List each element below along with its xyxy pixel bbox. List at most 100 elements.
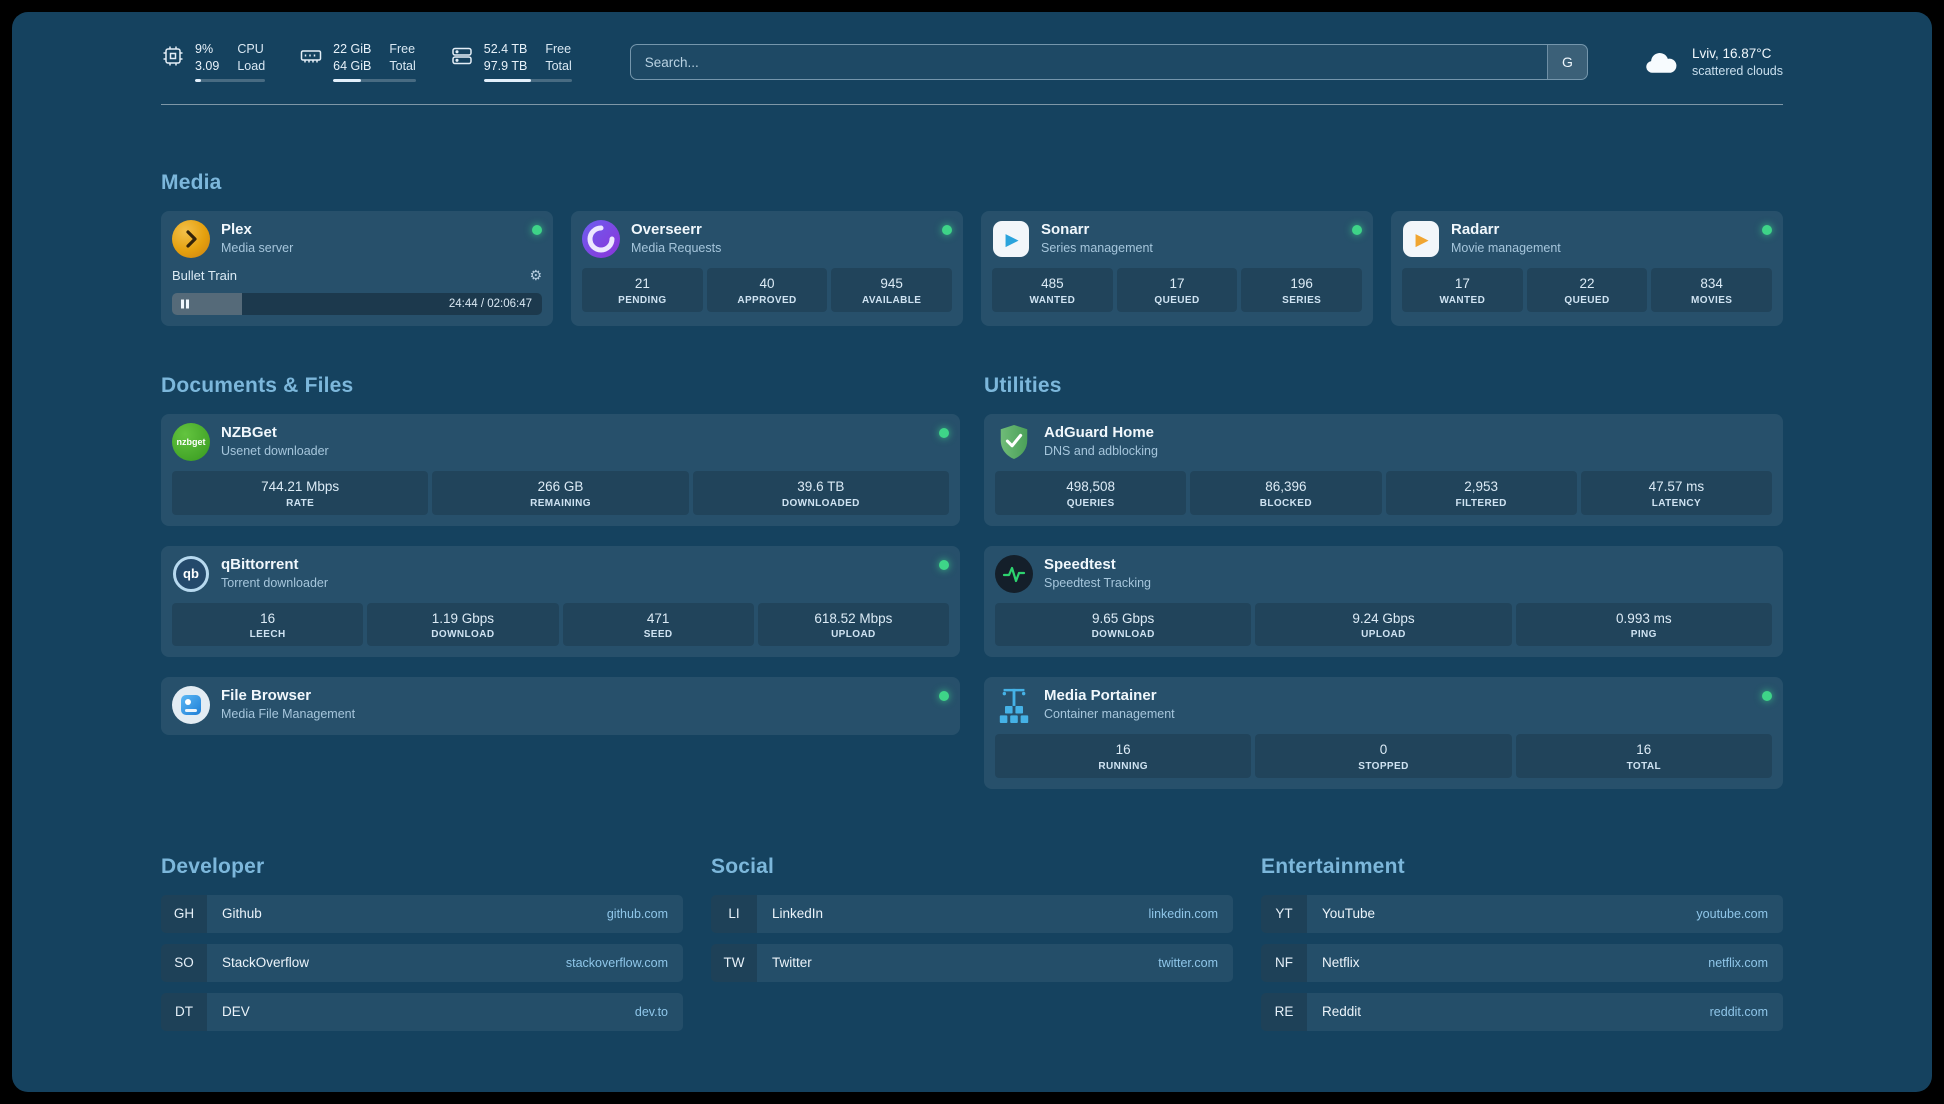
filebrowser-icon bbox=[172, 686, 210, 725]
service-card-overseerr[interactable]: Overseerr Media Requests 21 PENDING 40 APP… bbox=[571, 211, 963, 327]
portainer-icon bbox=[995, 686, 1033, 724]
service-name: Overseerr bbox=[631, 221, 702, 239]
service-card-qbittorrent[interactable]: qb qBittorrent Torrent downloader 16 LEEC… bbox=[161, 545, 960, 658]
stat-block: 485 WANTED bbox=[992, 268, 1113, 312]
service-card-radarr[interactable]: ▶ Radarr Movie management 17 WANTED 22 QUE… bbox=[1391, 211, 1783, 327]
bookmark-abbr: SO bbox=[161, 943, 207, 982]
sonarr-icon: ▶ bbox=[992, 220, 1030, 258]
stat-block: 47.57 ms LATENCY bbox=[1580, 471, 1772, 515]
service-card-filebrowser[interactable]: File Browser Media File Management bbox=[161, 677, 960, 736]
pause-button[interactable] bbox=[181, 299, 189, 309]
bookmark-domain: github.com bbox=[606, 906, 668, 921]
service-card-plex[interactable]: Plex Media server Bullet Train ⚙ 24:44 /… bbox=[161, 211, 553, 327]
bookmark-twitter[interactable]: TW Twitter twitter.com bbox=[711, 943, 1233, 982]
search-provider-button[interactable]: G bbox=[1546, 45, 1587, 80]
disk-widget: 52.4 TB Free 97.9 TB Total bbox=[450, 42, 572, 83]
bookmark-group-entertainment: Entertainment YT YouTube youtube.com NF … bbox=[1261, 855, 1783, 1042]
search-bar[interactable]: G bbox=[629, 44, 1588, 81]
service-subtitle: Movie management bbox=[1451, 241, 1561, 255]
cpu-widget: 9% CPU 3.09 Load bbox=[161, 42, 266, 83]
memory-total-value: 64 GiB bbox=[333, 58, 372, 73]
stat-block: 834 MOVIES bbox=[1651, 268, 1773, 312]
service-name: NZBGet bbox=[221, 424, 277, 442]
bookmark-name: Reddit bbox=[1322, 1004, 1362, 1020]
stat-block: 196 SERIES bbox=[1241, 268, 1363, 312]
disk-icon bbox=[452, 47, 472, 65]
cpu-load-label: Load bbox=[237, 58, 266, 73]
service-name: AdGuard Home bbox=[1044, 424, 1155, 442]
status-dot bbox=[532, 225, 542, 236]
bookmark-github[interactable]: GH Github github.com bbox=[161, 894, 683, 933]
cloud-icon bbox=[1646, 53, 1677, 73]
section-documents: Documents & Files nzbget NZBGet Usenet d… bbox=[161, 374, 960, 789]
status-dot bbox=[1352, 225, 1362, 236]
stat-block: 0 STOPPED bbox=[1255, 734, 1512, 778]
service-name: Media Portainer bbox=[1044, 687, 1157, 705]
stat-block: 1.19 Gbps DOWNLOAD bbox=[367, 602, 559, 647]
service-name: qBittorrent bbox=[221, 555, 299, 573]
bookmark-stackoverflow[interactable]: SO StackOverflow stackoverflow.com bbox=[161, 943, 683, 982]
stat-block: 16 TOTAL bbox=[1515, 734, 1772, 778]
bookmark-name: StackOverflow bbox=[222, 955, 310, 971]
weather-condition: scattered clouds bbox=[1691, 63, 1783, 78]
bookmark-reddit[interactable]: RE Reddit reddit.com bbox=[1261, 992, 1783, 1031]
bookmark-group-social: Social LI LinkedIn linkedin.com TW Twitt… bbox=[711, 855, 1233, 993]
bookmark-domain: stackoverflow.com bbox=[565, 955, 668, 970]
bookmark-abbr: LI bbox=[711, 894, 757, 933]
content: 9% CPU 3.09 Load 22 GiB Free bbox=[161, 12, 1783, 1092]
nzbget-icon: nzbget bbox=[172, 423, 210, 462]
bookmark-abbr: NF bbox=[1261, 943, 1307, 982]
stat-block: 618.52 Mbps UPLOAD bbox=[757, 602, 949, 647]
stat-block: 744.21 Mbps RATE bbox=[172, 471, 429, 515]
playback-time: 24:44 / 02:06:47 bbox=[448, 298, 532, 311]
search-input[interactable] bbox=[630, 45, 1547, 80]
cpu-label: CPU bbox=[237, 42, 264, 56]
stat-block: 17 WANTED bbox=[1402, 268, 1523, 312]
memory-icon bbox=[300, 50, 322, 63]
bookmark-domain: reddit.com bbox=[1709, 1004, 1768, 1019]
section-title-utilities: Utilities bbox=[984, 374, 1062, 398]
header: 9% CPU 3.09 Load 22 GiB Free bbox=[161, 12, 1783, 83]
service-subtitle: Usenet downloader bbox=[221, 444, 329, 458]
weather-location: Lviv, 16.87°C bbox=[1691, 45, 1772, 61]
stat-block: 945 AVAILABLE bbox=[831, 268, 953, 312]
service-card-sonarr[interactable]: ▶ Sonarr Series management 485 WANTED 17 Q… bbox=[981, 211, 1373, 327]
status-dot bbox=[939, 428, 949, 439]
now-playing-title: Bullet Train bbox=[172, 268, 238, 284]
bookmark-netflix[interactable]: NF Netflix netflix.com bbox=[1261, 943, 1783, 982]
disk-free-value: 52.4 TB bbox=[483, 42, 528, 56]
bookmark-abbr: YT bbox=[1261, 894, 1307, 933]
status-dot bbox=[939, 559, 949, 570]
service-card-speedtest[interactable]: Speedtest Speedtest Tracking 9.65 Gbps DO… bbox=[984, 545, 1783, 658]
service-subtitle: Media File Management bbox=[221, 707, 356, 722]
stat-block: 40 APPROVED bbox=[706, 268, 828, 312]
bookmark-abbr: GH bbox=[161, 894, 207, 933]
stat-block: 266 GB REMAINING bbox=[432, 471, 689, 515]
bookmark-abbr: RE bbox=[1261, 992, 1307, 1031]
service-card-nzbget[interactable]: nzbget NZBGet Usenet downloader 744.21 M… bbox=[161, 414, 960, 526]
service-card-portainer[interactable]: Media Portainer Container management 16 R… bbox=[984, 677, 1783, 789]
overseerr-icon bbox=[582, 220, 620, 259]
stat-block: 9.24 Gbps UPLOAD bbox=[1255, 602, 1512, 647]
service-card-adguard[interactable]: AdGuard Home DNS and adblocking 498,508 Q… bbox=[984, 414, 1783, 526]
status-dot bbox=[1762, 225, 1772, 236]
stat-block: 21 PENDING bbox=[582, 268, 703, 312]
service-subtitle: Media Requests bbox=[631, 241, 722, 255]
bookmark-domain: linkedin.com bbox=[1148, 906, 1218, 921]
plex-icon bbox=[172, 220, 210, 259]
section-title-documents: Documents & Files bbox=[161, 374, 354, 398]
section-title-entertainment: Entertainment bbox=[1261, 854, 1405, 878]
bookmark-dev[interactable]: DT DEV dev.to bbox=[161, 992, 683, 1031]
bookmark-linkedin[interactable]: LI LinkedIn linkedin.com bbox=[711, 894, 1233, 933]
service-subtitle: Series management bbox=[1041, 241, 1153, 255]
bookmark-group-developer: Developer GH Github github.com SO StackO… bbox=[161, 855, 683, 1042]
playback-progress-bar[interactable]: 24:44 / 02:06:47 bbox=[172, 293, 542, 316]
disk-free-label: Free bbox=[545, 42, 572, 56]
stat-block: 22 QUEUED bbox=[1526, 268, 1648, 312]
section-media: Media Plex Media server bbox=[161, 171, 1783, 327]
stat-block: 16 RUNNING bbox=[995, 734, 1252, 778]
bookmark-youtube[interactable]: YT YouTube youtube.com bbox=[1261, 894, 1783, 933]
gear-icon[interactable]: ⚙ bbox=[529, 267, 542, 284]
disk-usage-bar bbox=[483, 79, 572, 83]
